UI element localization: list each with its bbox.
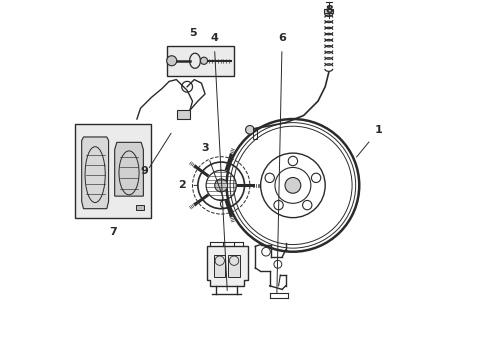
Circle shape bbox=[264, 173, 274, 183]
Circle shape bbox=[273, 260, 281, 268]
Bar bbox=[214, 255, 225, 277]
Circle shape bbox=[261, 247, 270, 256]
Polygon shape bbox=[115, 142, 143, 196]
Circle shape bbox=[214, 179, 227, 192]
Circle shape bbox=[285, 177, 300, 193]
Bar bbox=[324, 9, 332, 13]
Circle shape bbox=[287, 156, 297, 166]
Bar bbox=[228, 255, 239, 277]
Text: 1: 1 bbox=[356, 125, 382, 157]
Polygon shape bbox=[206, 246, 247, 286]
Bar bbox=[167, 45, 233, 76]
Circle shape bbox=[273, 201, 283, 210]
Bar bbox=[177, 110, 190, 119]
Circle shape bbox=[166, 56, 176, 66]
Bar bbox=[75, 125, 150, 218]
Text: 3: 3 bbox=[201, 143, 223, 198]
Circle shape bbox=[245, 126, 254, 134]
Circle shape bbox=[311, 173, 320, 183]
Text: 8: 8 bbox=[324, 5, 332, 15]
Bar bbox=[136, 205, 144, 211]
Circle shape bbox=[302, 201, 311, 210]
Text: 4: 4 bbox=[210, 33, 227, 291]
Text: 6: 6 bbox=[276, 33, 285, 293]
Text: 2: 2 bbox=[178, 180, 198, 190]
Bar bbox=[252, 128, 257, 139]
Circle shape bbox=[200, 57, 207, 64]
Text: 7: 7 bbox=[109, 227, 117, 237]
Polygon shape bbox=[81, 137, 108, 209]
Text: 5: 5 bbox=[189, 28, 197, 38]
Text: 9: 9 bbox=[140, 166, 148, 176]
